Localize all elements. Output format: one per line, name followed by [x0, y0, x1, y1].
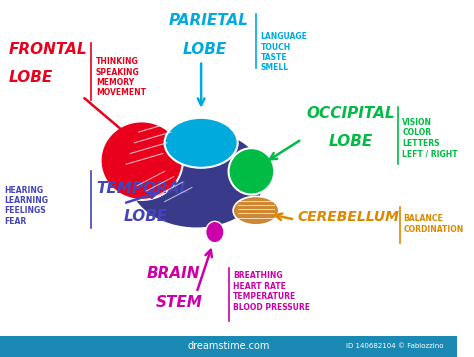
Bar — [0, 336, 457, 357]
Ellipse shape — [128, 129, 265, 228]
Text: PARIETAL: PARIETAL — [169, 13, 249, 28]
Text: ID 140682104 © Fabiozzino: ID 140682104 © Fabiozzino — [346, 343, 443, 349]
Text: FRONTAL: FRONTAL — [9, 41, 88, 56]
Text: HEARING
LEARNING
FEELINGS
FEAR: HEARING LEARNING FEELINGS FEAR — [5, 186, 48, 226]
Text: CEREBELLUM: CEREBELLUM — [297, 210, 399, 224]
Text: STEM: STEM — [155, 295, 202, 310]
Text: LOBE: LOBE — [329, 134, 374, 149]
Ellipse shape — [100, 121, 183, 200]
Text: dreamstime.com: dreamstime.com — [187, 341, 270, 351]
Text: LOBE: LOBE — [123, 209, 168, 224]
Text: BALANCE
CORDINATION: BALANCE CORDINATION — [403, 214, 464, 233]
Ellipse shape — [228, 148, 274, 195]
Ellipse shape — [233, 196, 279, 225]
Text: OCCIPITAL: OCCIPITAL — [306, 106, 395, 121]
Ellipse shape — [164, 118, 237, 168]
Text: THINKING
SPEAKING
MEMORY
MOVEMENT: THINKING SPEAKING MEMORY MOVEMENT — [96, 57, 146, 97]
Text: TEMPORAL: TEMPORAL — [96, 181, 189, 196]
Text: BREATHING
HEART RATE
TEMPERATURE
BLOOD PRESSURE: BREATHING HEART RATE TEMPERATURE BLOOD P… — [233, 271, 310, 312]
Ellipse shape — [206, 221, 224, 243]
Text: LOBE: LOBE — [9, 70, 54, 85]
Text: LANGUAGE
TOUCH
TASTE
SMELL: LANGUAGE TOUCH TASTE SMELL — [261, 32, 308, 72]
Text: BRAIN: BRAIN — [146, 266, 200, 281]
Text: LOBE: LOBE — [183, 41, 227, 56]
Text: VISION
COLOR
LETTERS
LEFT / RIGHT: VISION COLOR LETTERS LEFT / RIGHT — [402, 118, 458, 158]
